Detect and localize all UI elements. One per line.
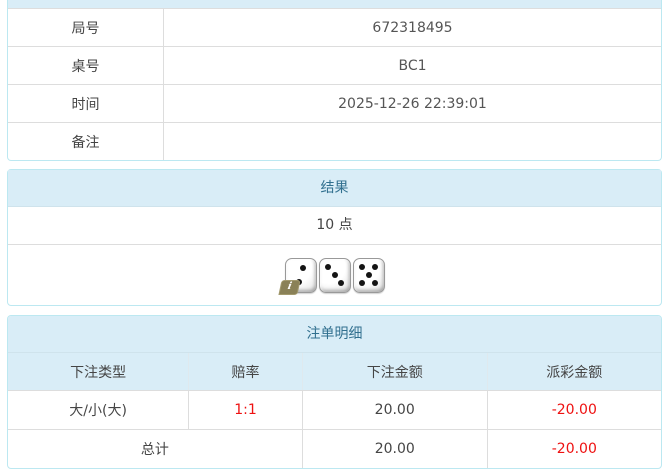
die-dot [358, 279, 365, 286]
die-dot [325, 264, 332, 271]
dice-container: i [8, 245, 661, 305]
die-3-value-5 [352, 257, 385, 293]
die-dot [358, 264, 365, 271]
game-number-label: 局号 [8, 9, 164, 46]
table-number-value: BC1 [398, 57, 427, 74]
total-payout-amount: -20.00 [486, 430, 661, 468]
total-label: 总计 [140, 442, 169, 458]
die-1-value-2: i [277, 257, 317, 295]
game-info-panel: 局号 672318495 桌号 BC1 时间 2025-12-26 22:39:… [7, 0, 662, 161]
bet-amount-value: 20.00 [301, 391, 487, 429]
bet-row: 大/小(大) 1:1 20.00 -20.00 [8, 391, 661, 430]
bet-payout-value: -20.00 [486, 391, 661, 429]
die-dot [331, 272, 338, 278]
game-number-value: 672318495 [372, 19, 453, 36]
row-remark: 备注 [8, 122, 661, 160]
bet-details-panel: 注单明细 下注类型 赔率 下注金额 派彩金额 大/小(大) 1:1 20.00 … [7, 315, 662, 469]
row-game-number: 局号 672318495 [8, 9, 661, 46]
die-dot [338, 279, 345, 286]
game-info-header-strip [8, 0, 661, 9]
bet-details-title: 注单明细 [8, 316, 661, 353]
info-icon[interactable]: i [277, 279, 301, 295]
time-value: 2025-12-26 22:39:01 [338, 95, 487, 112]
col-odds: 赔率 [188, 353, 302, 390]
die-dot [372, 279, 379, 286]
col-bet-type: 下注类型 [70, 364, 127, 381]
total-row: 总计 20.00 -20.00 [8, 430, 661, 468]
row-time: 时间 2025-12-26 22:39:01 [8, 84, 661, 122]
bet-odds-value: 1:1 [188, 391, 302, 429]
bet-table-header: 下注类型 赔率 下注金额 派彩金额 [8, 353, 661, 391]
bet-type-value: 大/小(大) [69, 403, 127, 419]
result-panel-title: 结果 [8, 170, 661, 207]
remark-label: 备注 [8, 123, 164, 160]
die-2-value-3 [318, 257, 351, 293]
total-bet-amount: 20.00 [301, 430, 487, 468]
col-payout-amount: 派彩金额 [486, 353, 661, 390]
col-bet-amount: 下注金额 [301, 353, 487, 390]
result-points: 10 点 [8, 207, 661, 245]
die-dot [372, 264, 379, 271]
time-label: 时间 [8, 85, 164, 122]
table-number-label: 桌号 [8, 47, 164, 84]
result-panel: 结果 10 点 i [7, 169, 662, 306]
row-table-number: 桌号 BC1 [8, 46, 661, 84]
die-dot [299, 265, 306, 272]
die-dot [365, 272, 372, 278]
